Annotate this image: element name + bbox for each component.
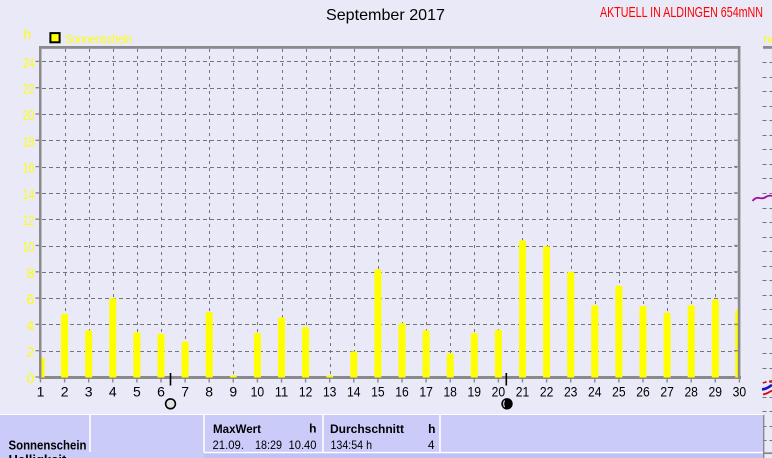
svg-text:20: 20 [23, 107, 35, 123]
svg-text:4: 4 [27, 317, 35, 333]
svg-text:0: 0 [27, 370, 35, 386]
svg-text:18: 18 [443, 384, 457, 400]
svg-text:14: 14 [347, 384, 361, 400]
svg-text:5: 5 [133, 384, 141, 400]
svg-text:3: 3 [85, 384, 93, 400]
svg-text:13: 13 [323, 384, 337, 400]
svg-text:2: 2 [61, 384, 69, 400]
svg-text:22: 22 [540, 384, 554, 400]
svg-text:7: 7 [181, 384, 189, 400]
svg-text:16: 16 [395, 384, 409, 400]
svg-text:29: 29 [709, 384, 723, 400]
svg-text:1: 1 [37, 384, 45, 400]
svg-text:18: 18 [23, 133, 35, 149]
svg-text:Helligkeit: Helligkeit [9, 452, 67, 458]
svg-text:12: 12 [23, 212, 35, 228]
svg-text:27: 27 [660, 384, 674, 400]
svg-text:10: 10 [23, 239, 35, 255]
svg-text:24: 24 [588, 384, 602, 400]
svg-text:MaxWert: MaxWert [213, 422, 261, 436]
svg-text:Sonnenschein: Sonnenschein [9, 438, 87, 453]
svg-text:ne: ne [764, 34, 772, 46]
svg-text:Sonnenschein: Sonnenschein [65, 34, 132, 46]
svg-text:4: 4 [109, 384, 117, 400]
svg-text:2: 2 [27, 344, 35, 360]
svg-text:11: 11 [275, 384, 289, 400]
svg-text:6: 6 [157, 384, 165, 400]
svg-text:21.09.: 21.09. [213, 438, 245, 452]
svg-text:h: h [428, 422, 435, 436]
svg-text:h: h [309, 422, 316, 436]
svg-text:15: 15 [371, 384, 385, 400]
svg-text:134:54 h: 134:54 h [331, 438, 373, 452]
svg-text:Durchschnitt: Durchschnitt [330, 422, 404, 436]
svg-text:10: 10 [251, 384, 265, 400]
svg-text:8: 8 [27, 265, 35, 281]
svg-text:18:29: 18:29 [255, 438, 282, 452]
svg-text:21: 21 [516, 384, 530, 400]
svg-text:h: h [24, 26, 32, 42]
svg-text:10.40: 10.40 [289, 438, 317, 452]
svg-text:12: 12 [299, 384, 313, 400]
svg-text:23: 23 [564, 384, 578, 400]
svg-text:AKTUELL IN ALDINGEN 654mNN: AKTUELL IN ALDINGEN 654mNN [600, 4, 763, 21]
svg-text:20: 20 [492, 384, 506, 400]
svg-text:4: 4 [428, 438, 435, 452]
svg-text:6: 6 [27, 291, 35, 307]
svg-text:26: 26 [636, 384, 650, 400]
svg-text:30: 30 [733, 384, 747, 400]
svg-text:September 2017: September 2017 [326, 7, 445, 24]
svg-text:8: 8 [205, 384, 213, 400]
svg-text:16: 16 [23, 160, 35, 176]
svg-text:14: 14 [23, 186, 35, 202]
svg-text:25: 25 [612, 384, 626, 400]
svg-text:19: 19 [468, 384, 482, 400]
svg-text:22: 22 [23, 81, 35, 97]
svg-text:24: 24 [23, 54, 35, 70]
svg-text:28: 28 [684, 384, 698, 400]
svg-text:17: 17 [419, 384, 433, 400]
svg-text:9: 9 [229, 384, 237, 400]
